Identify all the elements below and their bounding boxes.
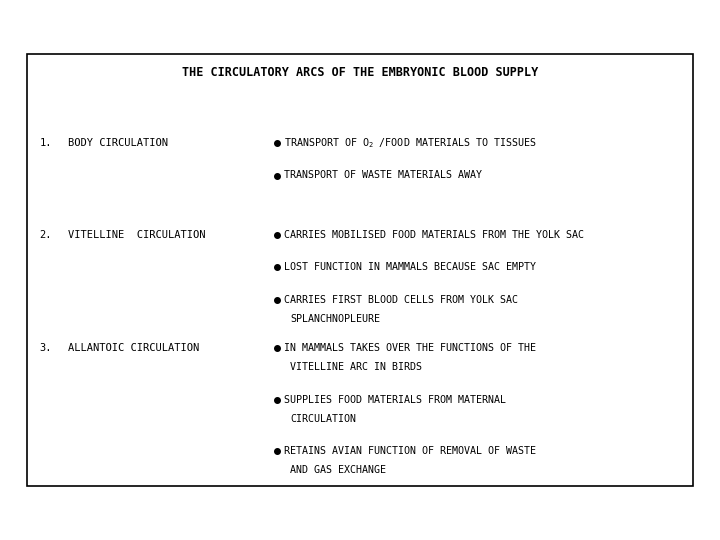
Text: VITELLINE  CIRCULATION: VITELLINE CIRCULATION bbox=[68, 230, 206, 240]
Text: IN MAMMALS TAKES OVER THE FUNCTIONS OF THE: IN MAMMALS TAKES OVER THE FUNCTIONS OF T… bbox=[284, 343, 536, 353]
Text: SUPPLIES FOOD MATERIALS FROM MATERNAL: SUPPLIES FOOD MATERIALS FROM MATERNAL bbox=[284, 395, 506, 404]
Text: BODY CIRCULATION: BODY CIRCULATION bbox=[68, 138, 168, 148]
Text: 3.: 3. bbox=[40, 343, 52, 353]
Text: SPLANCHNOPLEURE: SPLANCHNOPLEURE bbox=[290, 314, 380, 323]
FancyBboxPatch shape bbox=[27, 54, 693, 486]
Text: CARRIES FIRST BLOOD CELLS FROM YOLK SAC: CARRIES FIRST BLOOD CELLS FROM YOLK SAC bbox=[284, 295, 518, 305]
Text: CIRCULATION: CIRCULATION bbox=[290, 414, 356, 423]
Text: CARRIES MOBILISED FOOD MATERIALS FROM THE YOLK SAC: CARRIES MOBILISED FOOD MATERIALS FROM TH… bbox=[284, 230, 585, 240]
Text: THE CIRCULATORY ARCS OF THE EMBRYONIC BLOOD SUPPLY: THE CIRCULATORY ARCS OF THE EMBRYONIC BL… bbox=[182, 66, 538, 79]
Text: ALLANTOIC CIRCULATION: ALLANTOIC CIRCULATION bbox=[68, 343, 199, 353]
Text: LOST FUNCTION IN MAMMALS BECAUSE SAC EMPTY: LOST FUNCTION IN MAMMALS BECAUSE SAC EMP… bbox=[284, 262, 536, 272]
Text: TRANSPORT OF O$_{\mathregular{2}}$ /FOOD MATERIALS TO TISSUES: TRANSPORT OF O$_{\mathregular{2}}$ /FOOD… bbox=[284, 136, 537, 150]
Text: VITELLINE ARC IN BIRDS: VITELLINE ARC IN BIRDS bbox=[290, 362, 422, 372]
Text: TRANSPORT OF WASTE MATERIALS AWAY: TRANSPORT OF WASTE MATERIALS AWAY bbox=[284, 171, 482, 180]
Text: 2.: 2. bbox=[40, 230, 52, 240]
Text: AND GAS EXCHANGE: AND GAS EXCHANGE bbox=[290, 465, 386, 475]
Text: 1.: 1. bbox=[40, 138, 52, 148]
Text: RETAINS AVIAN FUNCTION OF REMOVAL OF WASTE: RETAINS AVIAN FUNCTION OF REMOVAL OF WAS… bbox=[284, 446, 536, 456]
